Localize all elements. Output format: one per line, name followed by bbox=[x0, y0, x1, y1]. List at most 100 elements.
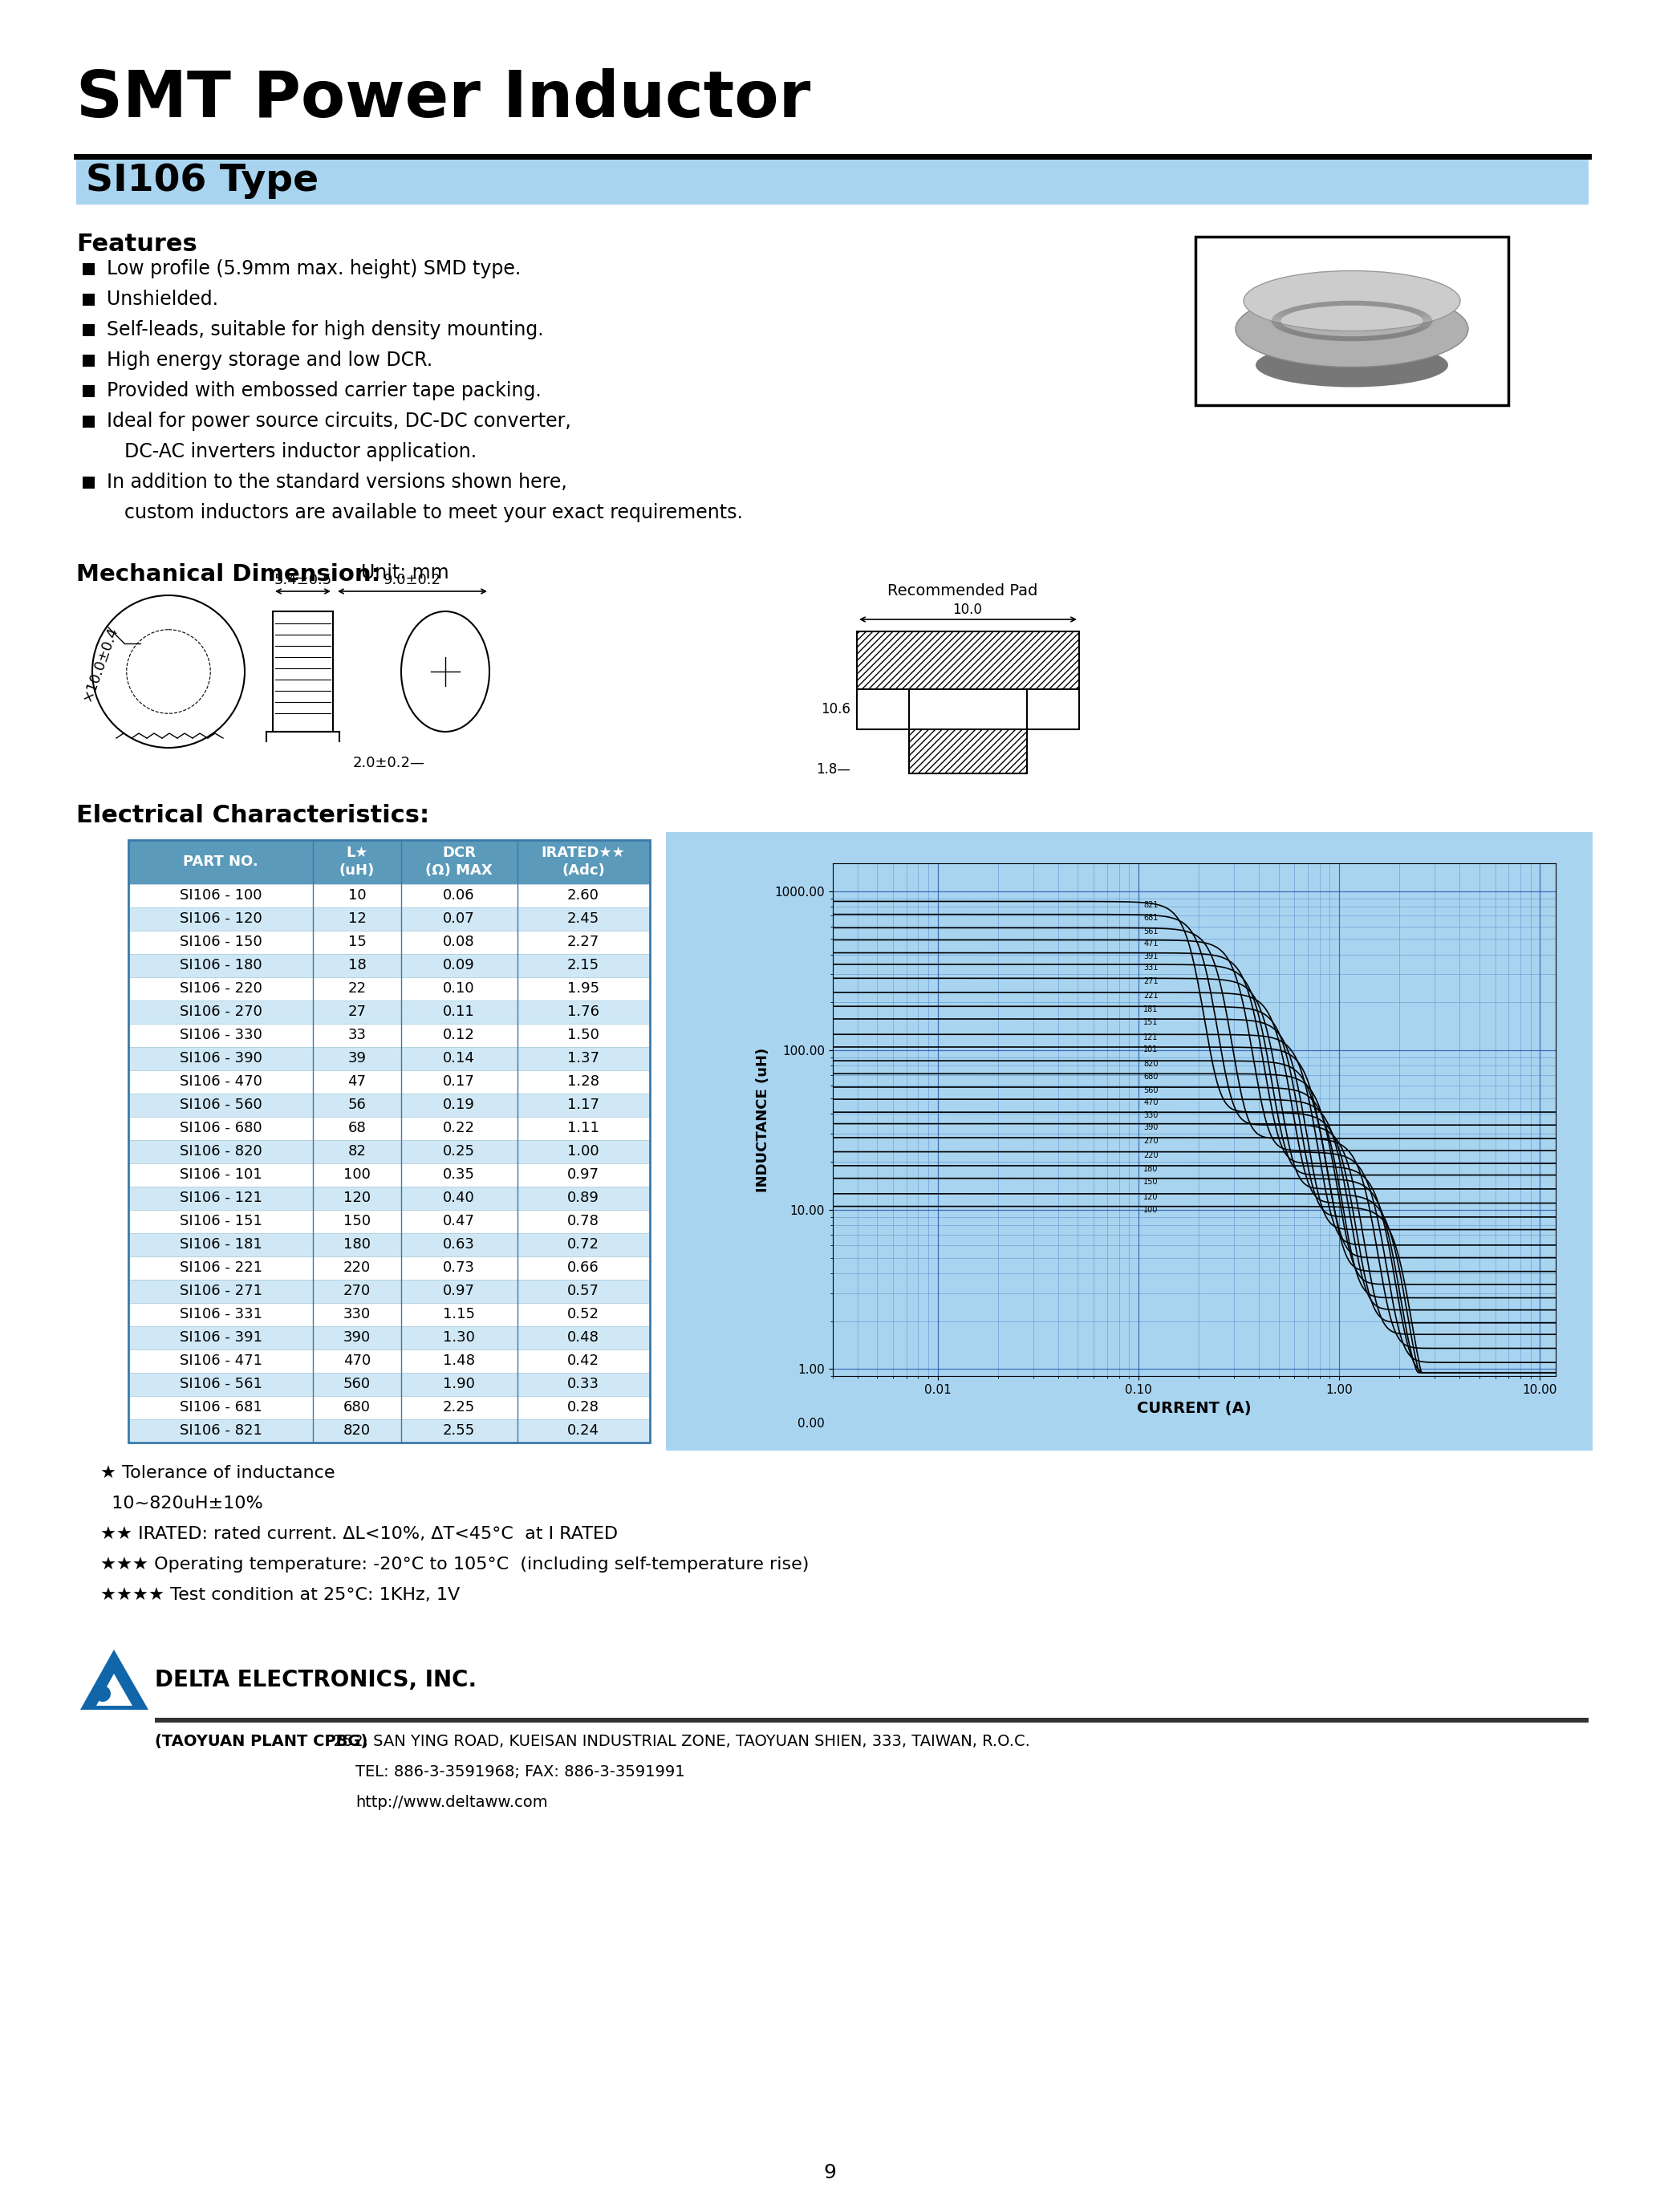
Text: 331: 331 bbox=[1144, 964, 1159, 971]
Bar bbox=[128, 1000, 649, 1024]
Text: 0.52: 0.52 bbox=[568, 1307, 599, 1321]
Text: ★★★★ Test condition at 25°C: 1KHz, 1V: ★★★★ Test condition at 25°C: 1KHz, 1V bbox=[100, 1586, 460, 1604]
Text: 0.78: 0.78 bbox=[568, 1214, 599, 1228]
Text: 390: 390 bbox=[1144, 1124, 1159, 1130]
Text: 1.90: 1.90 bbox=[443, 1376, 475, 1391]
Text: 2.15: 2.15 bbox=[568, 958, 599, 973]
Text: 27: 27 bbox=[349, 1004, 367, 1020]
Bar bbox=[857, 630, 1079, 690]
Bar bbox=[666, 832, 1592, 1451]
Text: 15: 15 bbox=[349, 936, 367, 949]
Text: 0.42: 0.42 bbox=[568, 1354, 599, 1367]
Bar bbox=[128, 885, 649, 907]
Text: 252, SAN YING ROAD, KUEISAN INDUSTRIAL ZONE, TAOYUAN SHIEN, 333, TAIWAN, R.O.C.: 252, SAN YING ROAD, KUEISAN INDUSTRIAL Z… bbox=[324, 1734, 1031, 1750]
Text: 0.24: 0.24 bbox=[568, 1422, 599, 1438]
Text: http://www.deltaww.com: http://www.deltaww.com bbox=[355, 1794, 548, 1809]
Text: SI106 - 470: SI106 - 470 bbox=[179, 1075, 262, 1088]
Text: SI106 - 151: SI106 - 151 bbox=[179, 1214, 262, 1228]
Text: 680: 680 bbox=[344, 1400, 370, 1413]
Text: 1.95: 1.95 bbox=[568, 982, 599, 995]
Text: 1.48: 1.48 bbox=[443, 1354, 475, 1367]
Text: SI106 - 821: SI106 - 821 bbox=[179, 1422, 262, 1438]
Text: 1.28: 1.28 bbox=[568, 1075, 599, 1088]
Text: 0.72: 0.72 bbox=[568, 1237, 599, 1252]
Text: 330: 330 bbox=[344, 1307, 370, 1321]
Bar bbox=[128, 1117, 649, 1139]
Bar bbox=[128, 1210, 649, 1232]
Text: Self-leads, suitable for high density mounting.: Self-leads, suitable for high density mo… bbox=[106, 321, 544, 338]
Bar bbox=[128, 1420, 649, 1442]
Text: 0.11: 0.11 bbox=[443, 1004, 475, 1020]
Bar bbox=[83, 416, 95, 427]
Bar bbox=[128, 1256, 649, 1281]
Text: 1.17: 1.17 bbox=[568, 1097, 599, 1113]
Text: Recommended Pad: Recommended Pad bbox=[888, 584, 1038, 599]
Y-axis label: INDUCTANCE (uH): INDUCTANCE (uH) bbox=[755, 1046, 770, 1192]
Text: 220: 220 bbox=[344, 1261, 370, 1274]
Text: 0.07: 0.07 bbox=[443, 911, 475, 927]
Bar bbox=[128, 1396, 649, 1420]
Bar bbox=[128, 1093, 649, 1117]
Text: SI106 - 220: SI106 - 220 bbox=[179, 982, 262, 995]
Text: 470: 470 bbox=[344, 1354, 370, 1367]
Text: 120: 120 bbox=[1144, 1192, 1159, 1201]
Text: SI106 - 271: SI106 - 271 bbox=[179, 1283, 262, 1298]
Text: 0.33: 0.33 bbox=[568, 1376, 599, 1391]
Text: SI106 - 180: SI106 - 180 bbox=[179, 958, 262, 973]
Text: 181: 181 bbox=[1144, 1004, 1159, 1013]
Polygon shape bbox=[80, 1650, 148, 1710]
Text: 560: 560 bbox=[1144, 1086, 1159, 1095]
Text: 151: 151 bbox=[1144, 1018, 1159, 1026]
Text: 2.60: 2.60 bbox=[568, 889, 599, 902]
Text: SI106 - 270: SI106 - 270 bbox=[179, 1004, 262, 1020]
Text: 0.25: 0.25 bbox=[443, 1144, 475, 1159]
Text: 391: 391 bbox=[1144, 951, 1159, 960]
Text: 39: 39 bbox=[349, 1051, 367, 1066]
Circle shape bbox=[95, 1686, 111, 1701]
Text: 82: 82 bbox=[349, 1144, 367, 1159]
Text: SI106 - 330: SI106 - 330 bbox=[179, 1029, 262, 1042]
Bar bbox=[128, 1281, 649, 1303]
Text: 0.28: 0.28 bbox=[568, 1400, 599, 1413]
Polygon shape bbox=[96, 1674, 133, 1705]
Bar bbox=[128, 841, 649, 885]
Text: SI106 - 561: SI106 - 561 bbox=[179, 1376, 262, 1391]
Text: 180: 180 bbox=[344, 1237, 370, 1252]
Text: 0.06: 0.06 bbox=[443, 889, 475, 902]
Text: 1.30: 1.30 bbox=[443, 1329, 475, 1345]
Text: 561: 561 bbox=[1144, 927, 1159, 936]
Text: 9.0±0.2: 9.0±0.2 bbox=[383, 573, 442, 588]
Bar bbox=[154, 1719, 1589, 1723]
Text: 1.11: 1.11 bbox=[568, 1121, 599, 1135]
Text: 390: 390 bbox=[344, 1329, 370, 1345]
Text: 22: 22 bbox=[349, 982, 367, 995]
Text: 270: 270 bbox=[344, 1283, 370, 1298]
Text: DC-AC inverters inductor application.: DC-AC inverters inductor application. bbox=[124, 442, 476, 462]
Bar bbox=[910, 730, 1028, 774]
Text: ★★ IRATED: rated current. ΔL<10%, ΔT<45°C  at I RATED: ★★ IRATED: rated current. ΔL<10%, ΔT<45°… bbox=[100, 1526, 618, 1542]
Text: Mechanical Dimension:: Mechanical Dimension: bbox=[76, 564, 380, 586]
Bar bbox=[83, 476, 95, 489]
Text: SI106 - 820: SI106 - 820 bbox=[179, 1144, 262, 1159]
Text: 681: 681 bbox=[1144, 914, 1159, 922]
Text: 0.48: 0.48 bbox=[568, 1329, 599, 1345]
Bar bbox=[128, 1349, 649, 1374]
Bar bbox=[128, 1139, 649, 1164]
Text: 0.10: 0.10 bbox=[443, 982, 475, 995]
Text: 820: 820 bbox=[344, 1422, 370, 1438]
Text: SI106 - 681: SI106 - 681 bbox=[179, 1400, 262, 1413]
Ellipse shape bbox=[1255, 343, 1448, 387]
Bar bbox=[128, 1232, 649, 1256]
Text: 0.08: 0.08 bbox=[443, 936, 475, 949]
Text: 0.97: 0.97 bbox=[568, 1168, 599, 1181]
Text: DCR
(Ω) MAX: DCR (Ω) MAX bbox=[425, 845, 493, 878]
Bar bbox=[83, 263, 95, 274]
Text: 10: 10 bbox=[349, 889, 367, 902]
Text: 2.0±0.2—: 2.0±0.2— bbox=[354, 757, 425, 770]
Bar bbox=[83, 385, 95, 398]
Text: DELTA ELECTRONICS, INC.: DELTA ELECTRONICS, INC. bbox=[154, 1668, 476, 1692]
Text: 271: 271 bbox=[1144, 978, 1159, 987]
X-axis label: CURRENT (A): CURRENT (A) bbox=[1137, 1400, 1252, 1416]
Text: 821: 821 bbox=[1144, 900, 1159, 909]
Text: (TAOYUAN PLANT CPBG): (TAOYUAN PLANT CPBG) bbox=[154, 1734, 369, 1750]
